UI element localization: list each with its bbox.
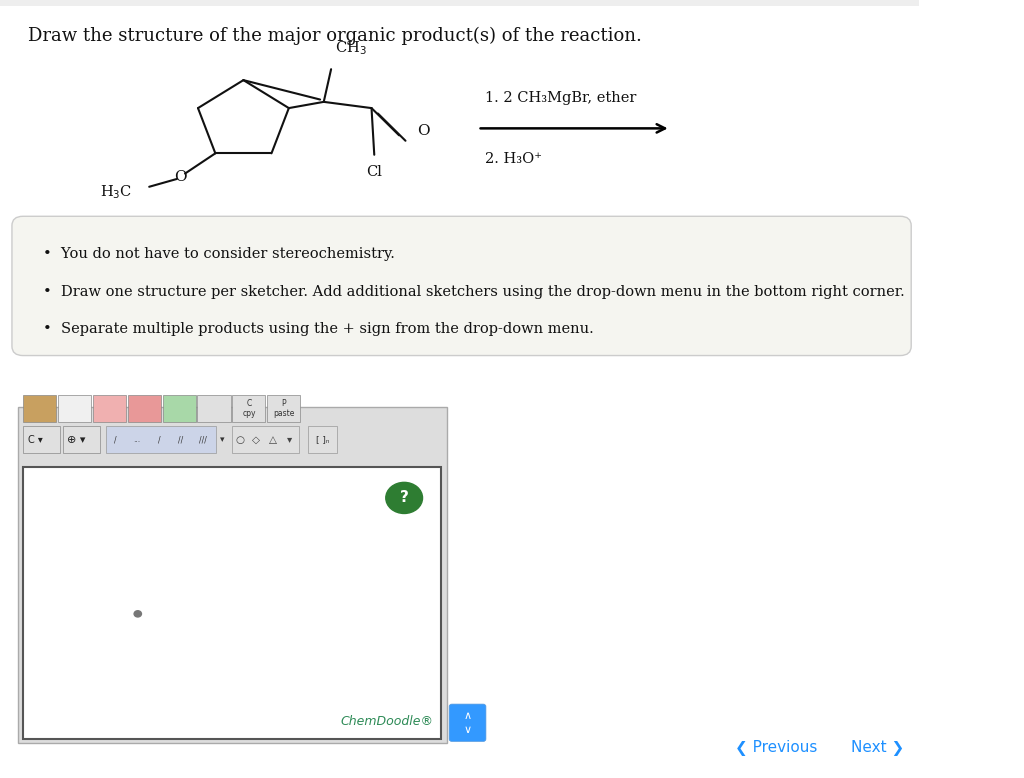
Text: 2. H₃O⁺: 2. H₃O⁺ bbox=[485, 152, 542, 166]
FancyBboxPatch shape bbox=[63, 426, 100, 453]
Text: P
paste: P paste bbox=[273, 399, 295, 418]
Text: ⊕ ▾: ⊕ ▾ bbox=[67, 435, 85, 444]
FancyBboxPatch shape bbox=[58, 395, 91, 422]
FancyBboxPatch shape bbox=[232, 395, 265, 422]
Text: ◇: ◇ bbox=[252, 435, 260, 444]
FancyBboxPatch shape bbox=[23, 395, 56, 422]
FancyBboxPatch shape bbox=[198, 395, 230, 422]
Text: •  You do not have to consider stereochemistry.: • You do not have to consider stereochem… bbox=[43, 247, 395, 261]
Text: ?: ? bbox=[399, 490, 409, 506]
Text: Draw the structure of the major organic product(s) of the reaction.: Draw the structure of the major organic … bbox=[28, 27, 641, 45]
FancyBboxPatch shape bbox=[12, 216, 911, 356]
FancyBboxPatch shape bbox=[23, 426, 59, 453]
Text: ❮ Previous: ❮ Previous bbox=[735, 740, 817, 756]
Circle shape bbox=[134, 611, 141, 617]
Text: ///: /// bbox=[199, 435, 207, 444]
FancyBboxPatch shape bbox=[232, 426, 299, 453]
Text: ...: ... bbox=[133, 435, 140, 444]
Text: H$_3$C: H$_3$C bbox=[100, 184, 133, 201]
FancyBboxPatch shape bbox=[128, 395, 161, 422]
Text: Next ❯: Next ❯ bbox=[851, 740, 904, 756]
Text: ▾: ▾ bbox=[219, 435, 224, 444]
Text: C ▾: C ▾ bbox=[29, 435, 43, 444]
FancyBboxPatch shape bbox=[0, 0, 919, 6]
Text: •  Separate multiple products using the + sign from the drop-down menu.: • Separate multiple products using the +… bbox=[43, 322, 594, 336]
Text: /: / bbox=[114, 435, 116, 444]
Text: Cl: Cl bbox=[367, 165, 382, 179]
FancyBboxPatch shape bbox=[267, 395, 300, 422]
Text: //: // bbox=[178, 435, 183, 444]
Text: O: O bbox=[418, 124, 430, 138]
Text: [ ]ₙ: [ ]ₙ bbox=[315, 435, 329, 444]
Text: ∨: ∨ bbox=[464, 725, 472, 734]
Text: △: △ bbox=[269, 435, 276, 444]
Text: •  Draw one structure per sketcher. Add additional sketchers using the drop-down: • Draw one structure per sketcher. Add a… bbox=[43, 285, 905, 299]
FancyBboxPatch shape bbox=[163, 395, 196, 422]
Text: ∧: ∧ bbox=[464, 711, 472, 720]
FancyBboxPatch shape bbox=[105, 426, 216, 453]
FancyBboxPatch shape bbox=[450, 704, 486, 741]
Circle shape bbox=[386, 482, 423, 513]
FancyBboxPatch shape bbox=[23, 467, 441, 739]
Text: C
cpy: C cpy bbox=[243, 399, 256, 418]
Text: ▾: ▾ bbox=[287, 435, 292, 444]
Text: ○: ○ bbox=[236, 435, 245, 444]
FancyBboxPatch shape bbox=[308, 426, 337, 453]
Text: 1. 2 CH₃MgBr, ether: 1. 2 CH₃MgBr, ether bbox=[485, 91, 636, 105]
Text: CH$_3$: CH$_3$ bbox=[335, 39, 367, 57]
FancyBboxPatch shape bbox=[18, 407, 447, 743]
Text: /: / bbox=[158, 435, 160, 444]
Text: O: O bbox=[174, 170, 186, 184]
Text: ChemDoodle®: ChemDoodle® bbox=[341, 715, 433, 728]
FancyBboxPatch shape bbox=[93, 395, 126, 422]
